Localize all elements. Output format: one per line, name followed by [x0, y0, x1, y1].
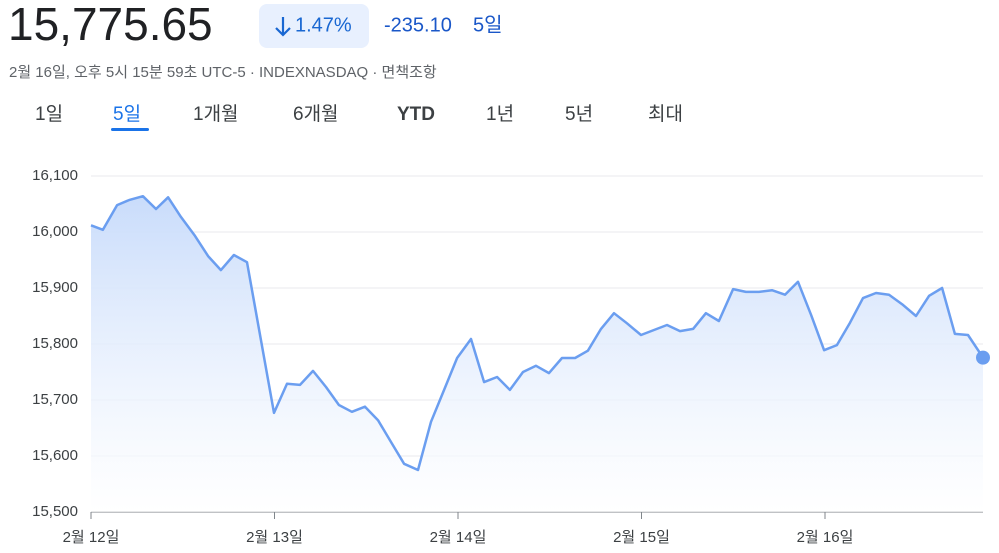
y-tick-label: 15,600 [32, 447, 78, 464]
subtitle: 2월 16일, 오후 5시 15분 59초 UTC-5 · INDEXNASDA… [9, 64, 437, 81]
y-tick-label: 15,900 [32, 279, 78, 296]
tab[interactable]: 1개월 [193, 103, 239, 125]
tab[interactable]: 6개월 [293, 103, 339, 125]
change-pill [259, 4, 369, 48]
tab[interactable]: YTD [397, 104, 435, 125]
y-tick-label: 16,100 [32, 167, 78, 184]
tab[interactable]: 5일 [113, 103, 141, 125]
change-percent: 1.47% [295, 14, 352, 36]
change: -235.10 [384, 14, 452, 36]
area-fill [91, 196, 983, 512]
y-tick-label: 15,800 [32, 335, 78, 352]
down-arrow [275, 17, 291, 37]
last-point [976, 350, 990, 365]
y-tick-label: 15,700 [32, 391, 78, 408]
price: 15,775.65 [8, 0, 213, 50]
chart: 15,500 15,600 15,700 15,800 15,900 16,000 16,1… [32, 167, 990, 546]
period: 5일 [473, 13, 503, 36]
x-tick-label: 2월 15일 [613, 529, 670, 546]
tab[interactable]: 5년 [565, 103, 593, 125]
tab-underline [111, 128, 149, 131]
tab[interactable]: 1일 [35, 103, 63, 125]
tabs: 1일 5일 1개월 6개월 YTD 1년 5년 최대 [35, 103, 683, 131]
x-tick-label: 2월 14일 [430, 529, 487, 546]
x-tick-label: 2월 13일 [246, 529, 303, 546]
y-tick-label: 15,500 [32, 503, 78, 520]
y-tick-label: 16,000 [32, 223, 78, 240]
price-line [90, 194, 985, 472]
x-tick-label: 2월 16일 [797, 529, 854, 546]
x-tick-label: 2월 12일 [63, 529, 120, 546]
tab[interactable]: 1년 [486, 103, 514, 125]
tab[interactable]: 최대 [648, 103, 683, 125]
